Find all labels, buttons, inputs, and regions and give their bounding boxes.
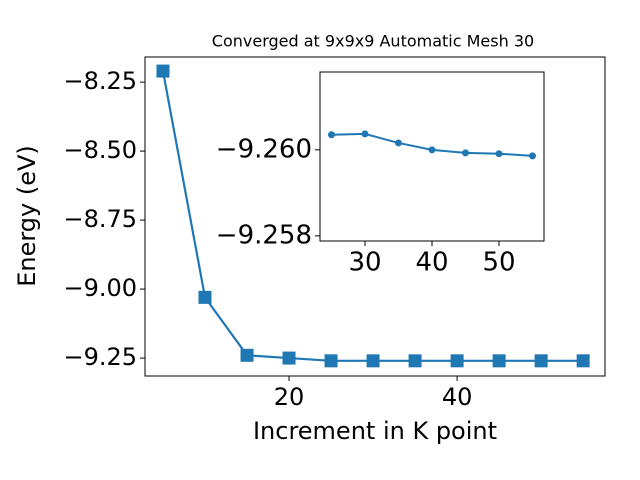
marker xyxy=(156,64,170,78)
y-tick-label: −9.00 xyxy=(63,274,137,302)
y-tick-label: −8.25 xyxy=(63,67,137,95)
marker xyxy=(198,290,212,304)
marker xyxy=(328,131,336,139)
marker xyxy=(450,354,464,368)
x-tick-label: 40 xyxy=(415,248,448,278)
marker xyxy=(528,152,536,160)
x-tick-label: 20 xyxy=(274,383,305,411)
marker xyxy=(495,150,503,158)
x-tick-label: 50 xyxy=(482,248,515,278)
x-tick-label: 30 xyxy=(348,248,381,278)
marker xyxy=(461,149,469,157)
x-tick-label: 40 xyxy=(442,383,473,411)
y-tick-label: −9.258 xyxy=(216,220,312,250)
marker xyxy=(361,130,369,138)
marker xyxy=(395,139,403,147)
y-axis-label: Energy (eV) xyxy=(13,145,41,287)
marker xyxy=(492,354,506,368)
x-axis-label: Increment in K point xyxy=(253,417,497,445)
marker xyxy=(324,354,338,368)
marker xyxy=(366,354,380,368)
marker xyxy=(240,348,254,362)
y-tick-label: −9.260 xyxy=(216,134,312,164)
marker xyxy=(428,146,436,154)
marker xyxy=(282,351,296,365)
y-tick-label: −8.50 xyxy=(63,136,137,164)
chart-title: Converged at 9x9x9 Automatic Mesh 30 xyxy=(212,32,534,51)
y-tick-label: −9.25 xyxy=(63,343,137,371)
marker xyxy=(576,354,590,368)
y-tick-label: −8.75 xyxy=(63,205,137,233)
plot-frame xyxy=(319,71,545,242)
marker xyxy=(408,354,422,368)
marker xyxy=(534,354,548,368)
